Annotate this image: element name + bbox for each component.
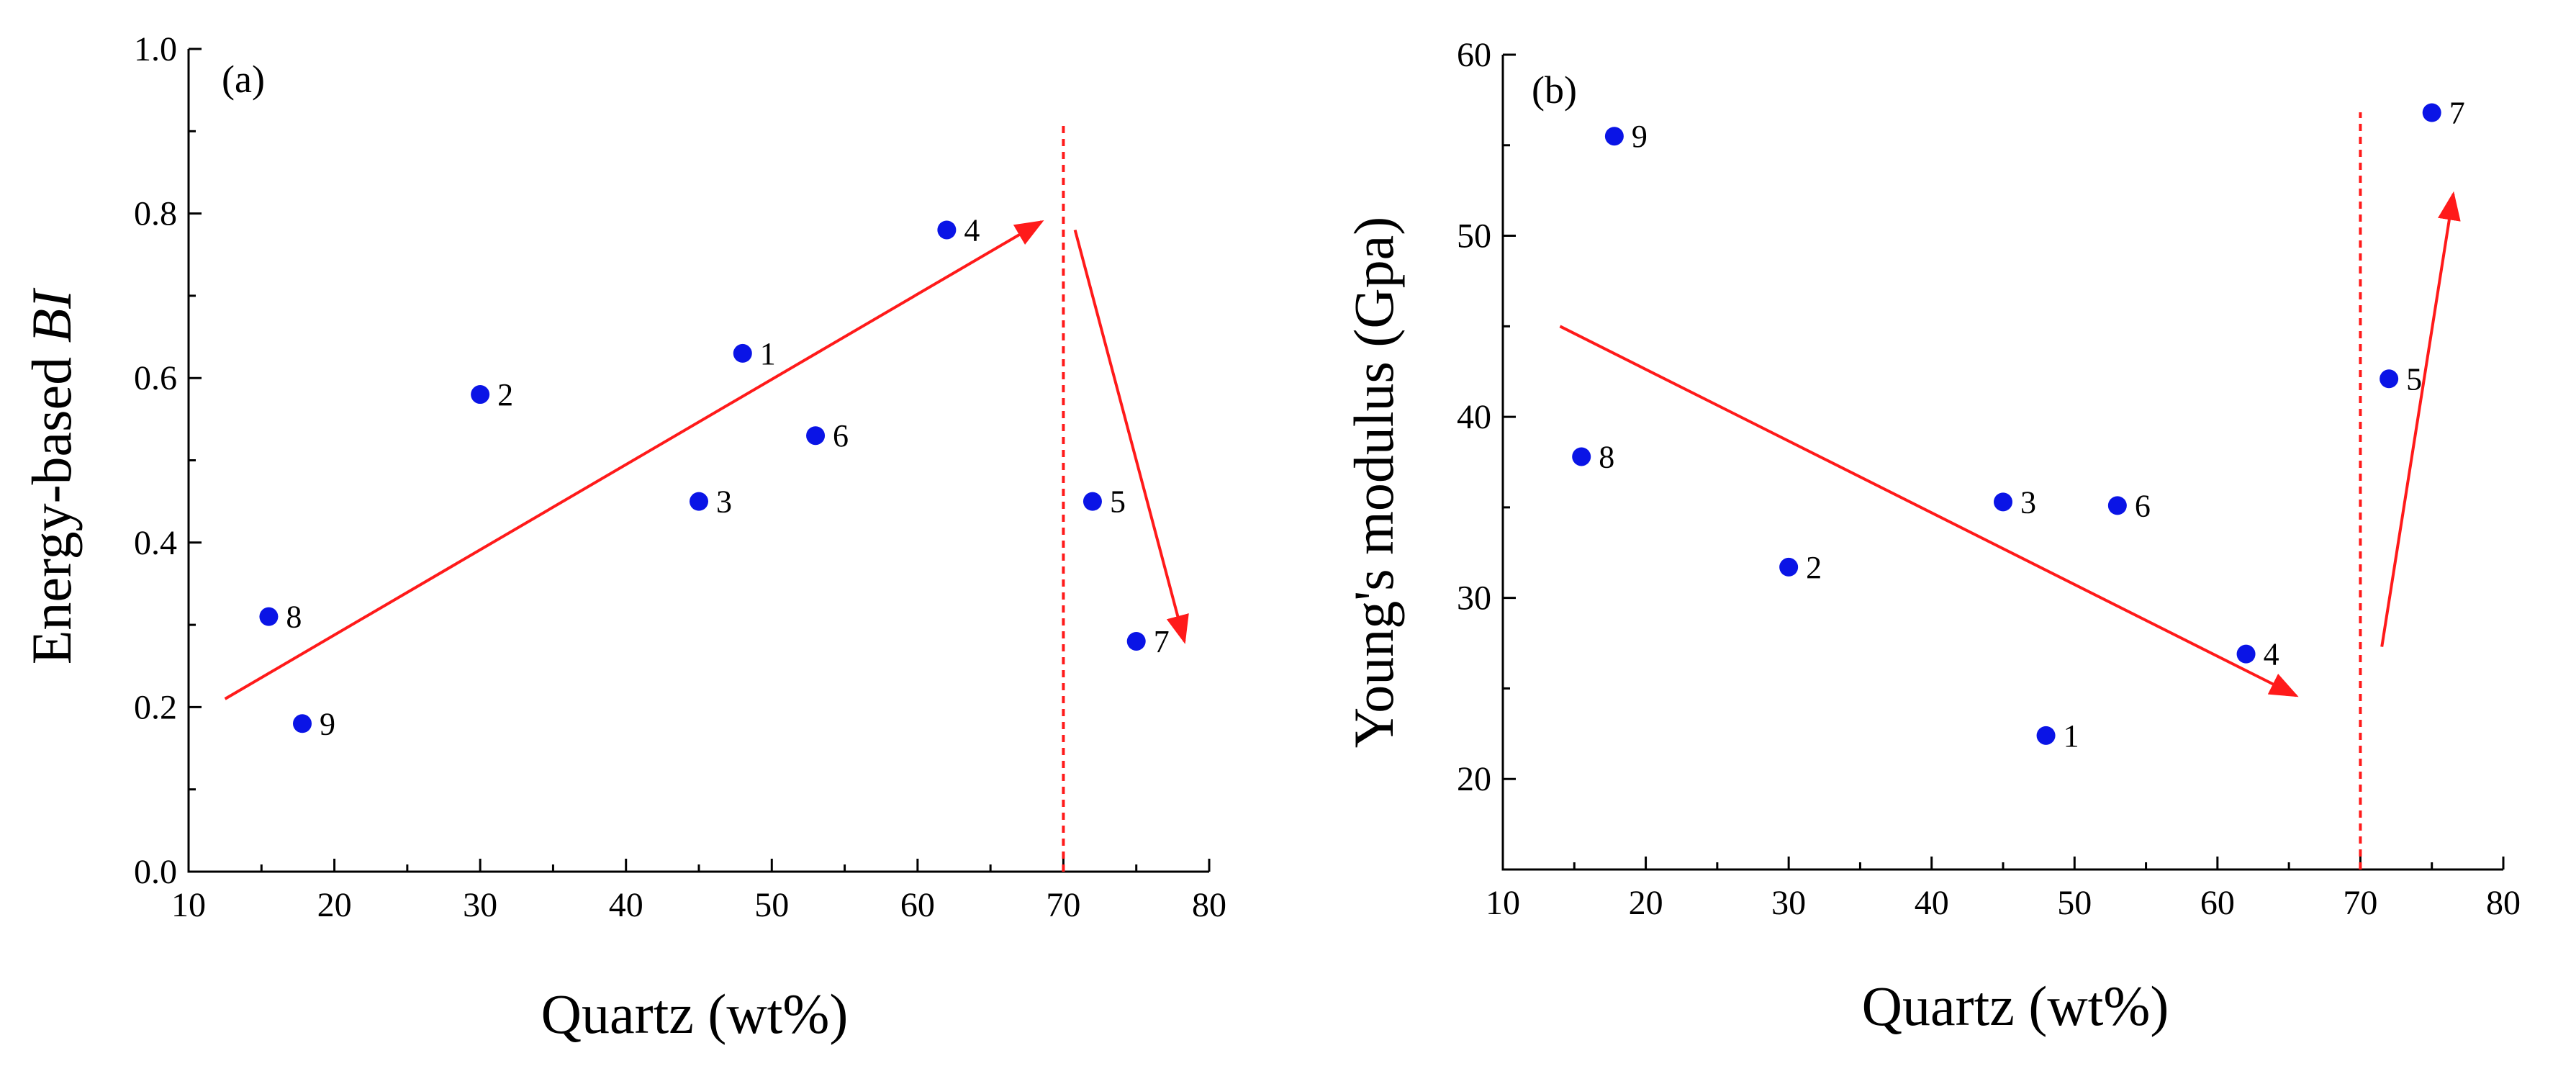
panel-a-trend-arrow (224, 220, 1044, 700)
panel-b-point-label-6: 6 (2135, 488, 2151, 523)
panel-a-y-tick-label: 0.6 (134, 359, 177, 397)
panel-a-point-2 (471, 385, 490, 405)
panel-a-x-tick-label: 10 (171, 886, 206, 924)
panel-a-point-label-3: 3 (716, 484, 732, 520)
panel-a-x-tick-label: 80 (1192, 886, 1226, 924)
panel-b-y-tick-label: 40 (1457, 398, 1491, 436)
panel-a-y-tick-label: 0.8 (134, 195, 177, 233)
panel-a-y-tick-label: 0.2 (134, 688, 177, 726)
panel-b-y-axis-title: Young's modulus (Gpa) (1342, 217, 1405, 749)
panel-b-point-9 (1604, 127, 1624, 146)
panel-b-point-5 (2380, 369, 2399, 389)
panel-b-point-6 (2107, 496, 2127, 515)
panel-b-point-8 (1572, 447, 1591, 466)
panel-b-x-tick-label: 30 (1771, 884, 1806, 922)
panel-a-point-5 (1083, 492, 1102, 511)
panel-a-x-tick-label: 50 (754, 886, 789, 924)
panel-b-point-7 (2422, 103, 2441, 122)
panel-a-x-axis-title: Quartz (wt%) (541, 983, 849, 1045)
panel-b-x-tick-label: 40 (1915, 884, 1949, 922)
panel-b-point-label-2: 2 (1806, 550, 1822, 585)
panel-b-y-tick-label: 30 (1457, 579, 1491, 618)
panel-a-y-axis-title-italic: BI (20, 287, 83, 343)
panel-b-point-label-5: 5 (2406, 361, 2422, 397)
panel-b-youngs-modulus: (b) Quartz (wt%) Young's modulus (Gpa) 1… (1342, 36, 2521, 1037)
panel-a-point-label-9: 9 (320, 706, 335, 741)
panel-a-x-tick-label: 30 (463, 886, 497, 924)
panel-b-x-tick-label: 50 (2057, 884, 2092, 922)
panel-a-y-tick-label: 1.0 (134, 30, 177, 68)
panel-a-point-1 (733, 343, 752, 363)
panel-a-point-label-4: 4 (964, 212, 980, 248)
panel-a-point-7 (1126, 631, 1146, 651)
panel-a-point-label-1: 1 (760, 336, 776, 371)
panel-b-point-label-9: 9 (1632, 119, 1648, 154)
panel-a-y-axis-title: Energy-based BI (20, 287, 83, 665)
panel-b-y-tick-label: 50 (1457, 217, 1491, 256)
panel-a-axes (187, 49, 1209, 873)
panel-b-trend-arrow (2380, 191, 2461, 647)
panel-a-point-6 (806, 426, 826, 446)
panel-a-point-label-8: 8 (286, 600, 302, 635)
panel-a-x-tick-label: 40 (609, 886, 643, 924)
panel-b-x-tick-label: 60 (2200, 884, 2235, 922)
panel-b-y-tick-label: 20 (1457, 760, 1491, 798)
panel-b-point-label-1: 1 (2064, 718, 2079, 754)
panel-a-point-8 (259, 607, 279, 626)
panel-b-point-4 (2236, 644, 2256, 664)
panel-a-energy-bi: (a) Quartz (wt%) Energy-based BI 10 20 30 4… (20, 30, 1226, 1045)
panel-a-point-9 (293, 714, 312, 733)
panel-a-label: (a) (222, 58, 265, 101)
panel-b-point-label-8: 8 (1599, 439, 1614, 474)
panel-a-x-tick-label: 70 (1046, 886, 1080, 924)
panel-b-x-tick-label: 10 (1486, 884, 1520, 922)
panel-b-point-label-3: 3 (2020, 484, 2036, 520)
panel-b-x-tick-label: 80 (2486, 884, 2521, 922)
panel-a-y-tick-label: 0.4 (134, 524, 177, 562)
panel-a-point-label-2: 2 (497, 377, 513, 412)
panel-b-x-tick-label: 70 (2343, 884, 2377, 922)
panel-b-point-1 (2036, 726, 2056, 745)
panel-b-x-tick-label: 20 (1629, 884, 1663, 922)
panel-a-point-label-6: 6 (833, 418, 849, 453)
panel-a-x-tick-label: 60 (900, 886, 935, 924)
panel-b-y-axis-title-prefix: Young's modulus (Gpa) (1342, 217, 1405, 749)
panel-a-point-3 (690, 492, 708, 511)
panel-b-label: (b) (1532, 68, 1577, 112)
panel-b-x-axis-title: Quartz (wt%) (1862, 975, 2169, 1037)
panel-b-point-3 (1994, 492, 2012, 512)
panel-b-point-label-4: 4 (2264, 637, 2279, 672)
panel-a-y-axis-title-prefix: Energy-based (20, 343, 83, 664)
panel-b-y-tick-label: 60 (1457, 36, 1491, 74)
panel-a-point-4 (937, 220, 957, 240)
panel-a-x-tick-label: 20 (317, 886, 352, 924)
panel-b-point-2 (1779, 557, 1799, 577)
panel-a-point-label-7: 7 (1154, 624, 1170, 659)
panel-a-y-tick-label: 0.0 (134, 853, 177, 891)
panel-b-axes (1501, 55, 2503, 871)
panel-b-trend-arrow (1559, 325, 2299, 697)
panel-a-point-label-5: 5 (1110, 484, 1126, 520)
panel-b-point-label-7: 7 (2449, 95, 2465, 130)
panel-a-trend-arrow (1073, 229, 1189, 644)
